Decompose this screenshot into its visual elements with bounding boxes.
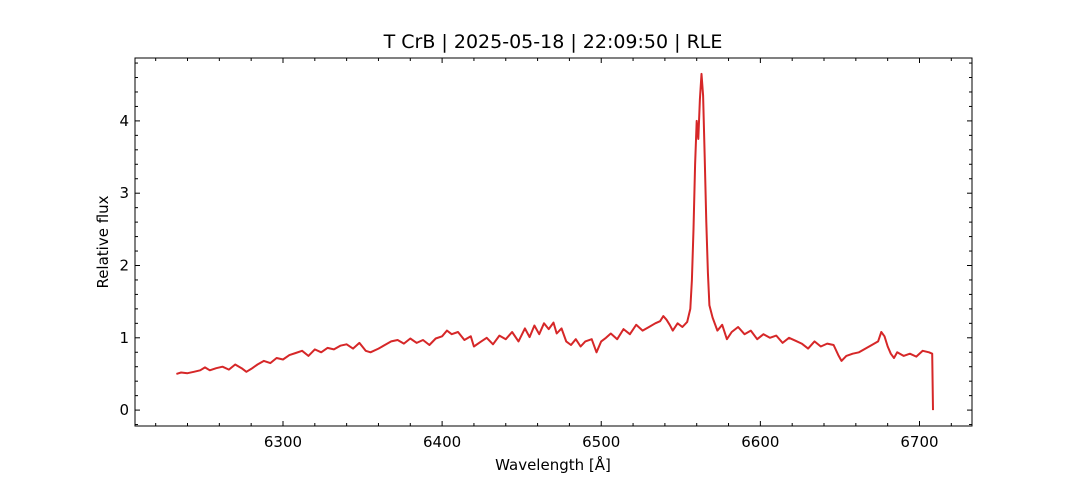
y-tick-label: 2	[119, 256, 129, 274]
y-tick-label: 1	[119, 329, 129, 347]
series-line-0	[176, 72, 934, 411]
axis-ticks: 6300 6400 6500 6600 6700 0 1 2 3 4	[119, 58, 972, 451]
plot-frame	[134, 57, 973, 427]
x-tick-label: 6700	[900, 433, 938, 451]
x-axis-label: Wavelength [Å]	[495, 455, 611, 474]
y-tick-label: 0	[119, 401, 129, 419]
y-axis-label: Relative flux	[94, 195, 112, 288]
x-tick-label: 6300	[264, 433, 302, 451]
x-tick-label: 6600	[741, 433, 779, 451]
y-tick-label: 4	[119, 112, 129, 130]
chart-title: T CrB | 2025-05-18 | 22:09:50 | RLE	[383, 31, 723, 53]
plot-area	[176, 72, 934, 411]
x-tick-label: 6400	[423, 433, 461, 451]
y-tick-label: 3	[119, 184, 129, 202]
x-tick-label: 6500	[582, 433, 620, 451]
